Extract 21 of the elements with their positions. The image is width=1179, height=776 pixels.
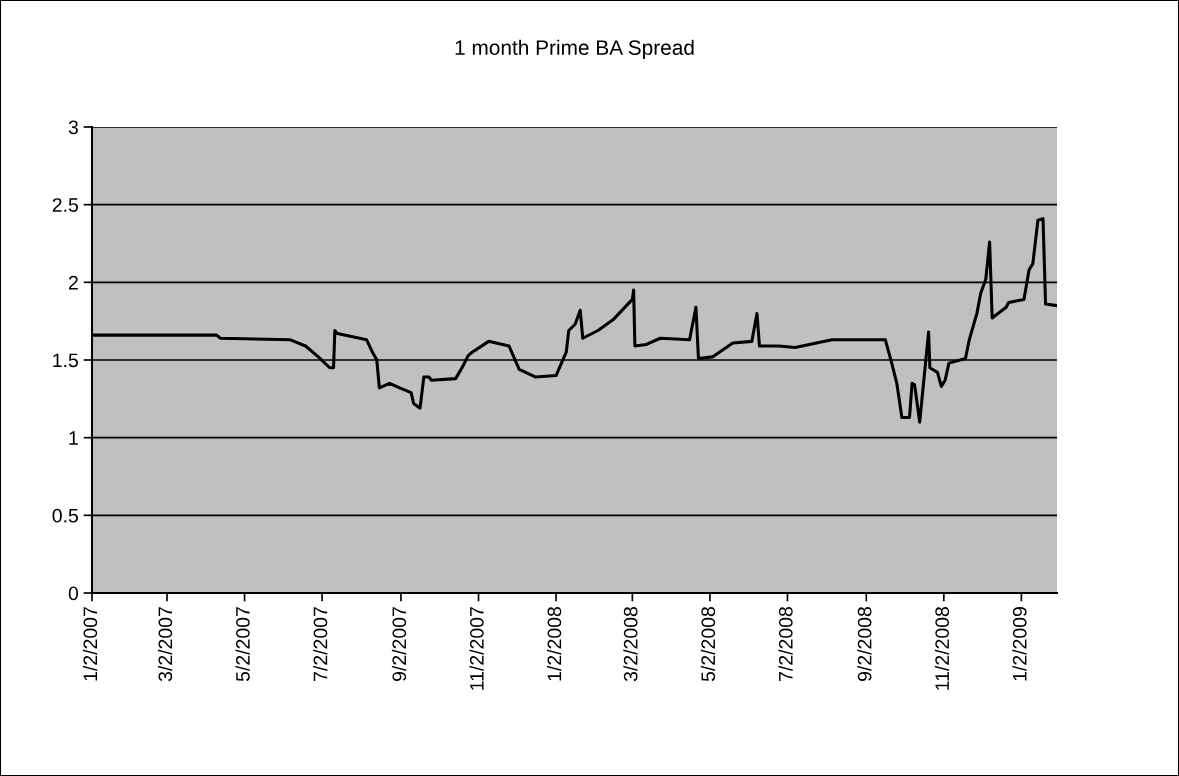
y-tick-label: 2 xyxy=(68,275,78,290)
x-tick-label: 3/2/2007 xyxy=(157,607,173,682)
y-tick-label: 1 xyxy=(69,431,78,445)
x-tick-label: 11/2/2008 xyxy=(934,607,950,690)
x-tick-label: 1/2/2007 xyxy=(82,607,98,681)
y-tick-label: 1.5 xyxy=(53,353,78,368)
y-tick-label: 0.5 xyxy=(52,508,78,523)
chart-title: 1 month Prime BA Spread xyxy=(455,39,694,60)
x-tick-label: 1/2/2008 xyxy=(547,607,562,681)
y-tick-label: 3 xyxy=(68,120,78,135)
y-tick-label: 0 xyxy=(68,586,79,601)
x-tick-label: 11/2/2007 xyxy=(469,607,484,690)
y-tick-label: 2.5 xyxy=(52,198,78,212)
x-tick-label: 5/2/2007 xyxy=(235,607,250,682)
x-tick-label: 3/2/2008 xyxy=(623,607,638,682)
x-tick-label: 7/2/2008 xyxy=(778,607,793,681)
x-tick-label: 9/2/2008 xyxy=(857,607,872,681)
x-tick-label: 7/2/2007 xyxy=(313,607,328,681)
x-tick-label: 1/2/2009 xyxy=(1012,607,1027,681)
x-tick-label: 5/2/2008 xyxy=(700,607,716,682)
x-tick-label: 9/2/2007 xyxy=(391,607,407,681)
